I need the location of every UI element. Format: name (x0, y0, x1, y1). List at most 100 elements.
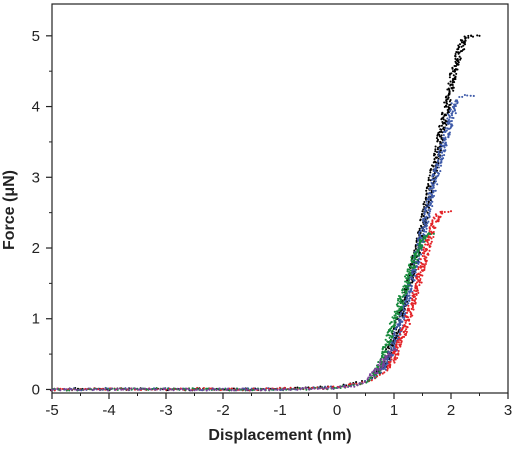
data-point (413, 289, 416, 292)
data-point (438, 133, 441, 136)
data-point (159, 388, 162, 391)
data-point (393, 323, 396, 326)
data-point (393, 341, 396, 344)
data-point (450, 83, 453, 86)
data-point (420, 261, 423, 264)
data-point (470, 34, 473, 38)
data-point (70, 388, 73, 391)
x-tick-label: 2 (447, 402, 455, 419)
data-point (393, 345, 396, 348)
data-point (414, 282, 417, 285)
data-point (416, 289, 419, 292)
data-point (343, 386, 347, 389)
data-point (457, 44, 460, 47)
data-point (442, 149, 445, 152)
data-point (448, 76, 451, 79)
data-point (429, 242, 432, 245)
data-point (376, 366, 379, 369)
data-point (425, 215, 428, 218)
data-point (397, 352, 400, 355)
data-point (408, 282, 411, 285)
data-point (241, 387, 244, 390)
data-point (410, 256, 413, 259)
data-point (316, 387, 319, 390)
data-point (405, 311, 409, 314)
data-point (428, 244, 431, 247)
data-point (432, 232, 435, 235)
data-point (449, 108, 452, 111)
data-point (134, 387, 137, 390)
data-point (139, 388, 142, 391)
data-point (352, 383, 355, 387)
data-point (390, 331, 393, 334)
y-tick-label: 3 (32, 169, 40, 186)
data-point (93, 388, 96, 391)
data-point (427, 206, 431, 209)
data-point (420, 227, 423, 230)
data-point (393, 361, 396, 364)
data-point (403, 284, 406, 287)
data-point (95, 388, 98, 391)
data-point (407, 302, 410, 305)
data-point (397, 297, 400, 300)
data-point (431, 219, 434, 222)
data-point (412, 256, 416, 259)
data-point (410, 287, 413, 290)
data-point (471, 35, 475, 38)
data-point (396, 337, 399, 340)
data-point (376, 368, 379, 371)
data-point (445, 95, 448, 98)
data-point (427, 200, 430, 203)
data-point (442, 134, 445, 137)
data-point (383, 371, 386, 374)
y-tick-label: 2 (32, 240, 40, 257)
data-point (415, 260, 419, 263)
data-point (397, 299, 400, 302)
data-point (442, 137, 445, 140)
data-point (420, 247, 423, 250)
data-point (425, 203, 428, 206)
data-point (399, 327, 402, 330)
data-point (419, 229, 423, 232)
data-point (377, 363, 380, 366)
data-point (451, 78, 455, 81)
data-point (371, 374, 374, 377)
data-point (420, 281, 423, 284)
data-point (386, 357, 390, 360)
data-point (436, 183, 439, 186)
data-point (169, 388, 173, 391)
data-point (412, 302, 415, 305)
data-point (428, 212, 431, 215)
data-point (432, 230, 435, 234)
data-point (417, 279, 420, 283)
data-point (381, 372, 384, 375)
data-point (429, 201, 432, 205)
data-point (193, 389, 196, 392)
data-point (431, 183, 434, 186)
data-point (405, 332, 408, 335)
data-point (442, 126, 445, 129)
data-point (436, 140, 439, 143)
data-point (427, 182, 430, 186)
data-point (447, 210, 450, 213)
data-point (421, 265, 424, 268)
data-point (450, 114, 454, 117)
data-point (382, 356, 385, 359)
data-point (191, 387, 194, 390)
data-point (389, 350, 392, 353)
data-point (387, 330, 390, 333)
data-point (420, 239, 423, 242)
data-point (440, 147, 443, 150)
data-point (147, 387, 150, 390)
data-point (405, 297, 408, 300)
data-point (423, 225, 426, 228)
data-point (445, 123, 448, 126)
data-point (458, 55, 461, 58)
data-point (439, 155, 442, 158)
data-point (418, 279, 422, 282)
data-point (432, 235, 435, 239)
data-point (424, 223, 427, 226)
data-point (424, 262, 427, 266)
data-point (418, 232, 421, 235)
data-point (68, 387, 71, 390)
